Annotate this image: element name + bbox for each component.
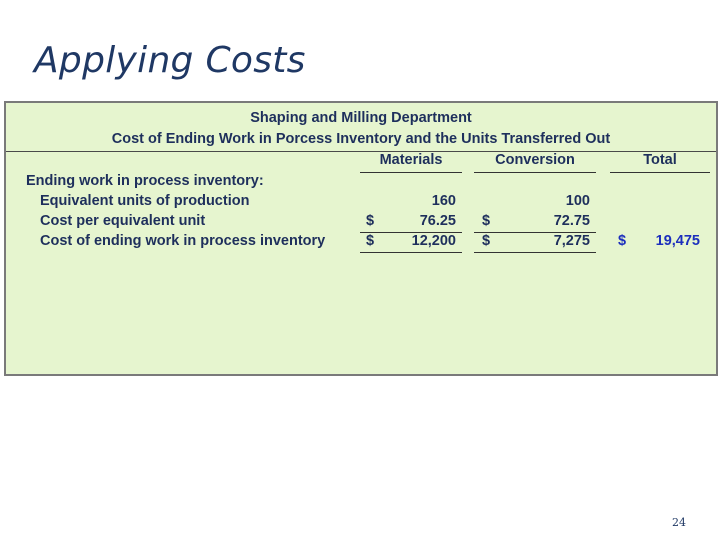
report-title: Shaping and Milling Department: [250, 110, 472, 126]
section-label: Ending work in process inventory:: [26, 173, 264, 189]
conversion-value: 100: [565, 193, 590, 209]
total-value: 19,475: [655, 233, 700, 249]
slide-title: Applying Costs: [34, 40, 306, 81]
conversion-currency: $: [482, 213, 491, 229]
conversion-value: 72.75: [553, 213, 590, 229]
conversion-value: 7,275: [553, 233, 590, 249]
column-header-underline: [610, 172, 710, 173]
report-panel: Shaping and Milling Department Cost of E…: [4, 101, 718, 376]
materials-value: 160: [431, 193, 456, 209]
column-header-total: Total: [643, 152, 677, 168]
row-double-underline: [360, 252, 462, 253]
conversion-currency: $: [482, 233, 491, 249]
row-underline: [474, 232, 596, 233]
column-header-underline: [474, 172, 596, 173]
page-number: 24: [672, 516, 686, 529]
row-label: Cost per equivalent unit: [40, 213, 206, 229]
column-header-underline: [360, 172, 462, 173]
row-label: Equivalent units of production: [40, 193, 250, 209]
report-subtitle: Cost of Ending Work in Porcess Inventory…: [111, 131, 611, 147]
total-currency: $: [618, 233, 627, 249]
column-header-materials: Materials: [379, 152, 443, 168]
materials-currency: $: [366, 233, 375, 249]
row-underline: [360, 232, 462, 233]
materials-value: 76.25: [419, 213, 456, 229]
materials-currency: $: [366, 213, 375, 229]
row-double-underline: [474, 252, 596, 253]
row-label: Cost of ending work in process inventory: [40, 233, 326, 249]
materials-value: 12,200: [411, 233, 456, 249]
column-header-conversion: Conversion: [495, 152, 575, 168]
report-header: Shaping and Milling Department Cost of E…: [6, 103, 716, 152]
